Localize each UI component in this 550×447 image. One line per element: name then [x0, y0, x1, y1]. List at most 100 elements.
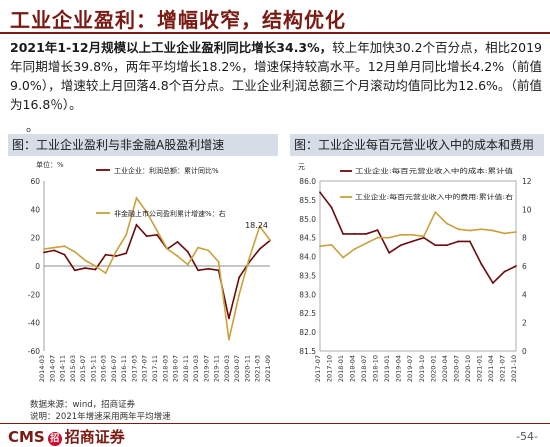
y-tick-label: 0: [35, 262, 40, 271]
y-right-tick-label: 10: [522, 205, 532, 214]
data-point: [73, 269, 76, 272]
x-tick-label: 2017-07: [141, 355, 149, 382]
y-left-tick-label: 85.0: [299, 215, 316, 224]
y-tick-label: 60: [30, 177, 40, 186]
x-tick-label: 2019-03: [192, 355, 200, 382]
y-tick-label: -40: [28, 319, 40, 328]
y-right-tick-label: 4: [522, 290, 527, 299]
x-tick-label: 2021-09: [264, 355, 272, 382]
data-point: [94, 265, 97, 267]
data-point: [480, 228, 483, 231]
data-point: [145, 235, 148, 238]
x-tick-label: 2016-11: [120, 355, 128, 382]
data-point: [457, 228, 460, 231]
data-point: [457, 240, 460, 243]
x-tick-label: 2017-03: [130, 355, 138, 382]
data-point: [156, 233, 158, 236]
legend-label-1: 工业企业：利润总额：累计同比%: [114, 166, 219, 175]
data-point: [480, 263, 483, 266]
brand-mark-icon: 招: [47, 432, 62, 446]
x-tick-label: 2021-01: [475, 355, 483, 382]
x-tick-label: 2018-03: [161, 355, 169, 382]
data-point: [217, 260, 220, 263]
x-tick-label: 2018-10: [372, 355, 380, 382]
y-left-tick-label: 82.0: [299, 328, 316, 337]
y-left-tick-label: 84.0: [299, 253, 316, 262]
unit-label: 元: [298, 163, 305, 171]
data-point: [197, 269, 199, 272]
x-tick-label: 2014-07: [48, 355, 56, 382]
data-point: [269, 239, 271, 242]
series-line-2: [319, 210, 517, 259]
data-point: [411, 240, 414, 243]
x-tick-label: 2020-01: [429, 355, 437, 382]
data-point: [104, 253, 107, 256]
data-point: [492, 282, 494, 284]
data-point: [115, 255, 117, 257]
data-point: [515, 231, 517, 233]
data-point: [94, 268, 97, 271]
y-tick-label: 40: [30, 205, 40, 214]
data-point: [84, 267, 86, 270]
legend-label-1: 工业企业:每百元营业收入中的成本:累计值: [355, 166, 514, 175]
data-point: [342, 232, 344, 235]
title-divider: [0, 32, 550, 34]
summary-highlight: 2021年1-12月规模以上工业企业盈利同比增长34.3%，: [10, 40, 333, 55]
data-point: [434, 244, 437, 247]
bullet-mark: 。: [26, 120, 40, 135]
data-point: [238, 293, 241, 296]
x-tick-label: 2020-10: [464, 355, 472, 382]
data-point: [145, 211, 148, 214]
data-point: [125, 252, 128, 255]
chart-title-left: 图：工业企业盈利与非金融A股盈利增速: [8, 134, 278, 156]
data-point: [353, 232, 356, 235]
data-point: [434, 211, 437, 214]
data-point: [411, 233, 414, 236]
data-point: [43, 248, 45, 250]
cost-expense-chart: 元 86.0 85.5 85.0 84.5 84.0 83.5 83.0 82.5 82.0 81.…: [298, 163, 532, 382]
data-point: [319, 245, 321, 248]
data-point: [115, 250, 117, 253]
x-tick-label: 2015-07: [79, 355, 87, 382]
x-tick-label: 2019-10: [418, 355, 426, 382]
data-point: [376, 229, 379, 232]
data-point: [503, 232, 506, 235]
data-point: [176, 255, 179, 257]
legend-label-2: 非金融上市公司盈利累计增速%：右: [114, 209, 226, 218]
data-point: [445, 222, 448, 225]
brand-logo: CMS 招招商证券: [8, 426, 125, 447]
x-tick-label: 2018-07: [360, 355, 368, 382]
x-tick-label: 2015-03: [69, 355, 77, 382]
x-tick-label: 2016-03: [100, 355, 108, 382]
x-tick-label: 2018-04: [349, 355, 357, 382]
data-point: [197, 246, 199, 249]
x-tick-label: 2020-04: [441, 355, 449, 382]
y-right-tick-label: 0: [522, 347, 527, 356]
data-point: [63, 245, 66, 248]
y-tick-label: 20: [30, 234, 40, 243]
data-point: [166, 248, 169, 250]
series-line-1: [319, 191, 517, 285]
x-tick-label: 2020-07: [233, 355, 241, 382]
data-point: [228, 317, 230, 320]
x-tick-label: 2017-07: [314, 355, 322, 382]
x-tick-label: 2021-03: [254, 355, 262, 382]
y-right-tick-label: 2: [522, 319, 527, 328]
x-tick-label: 2015-11: [89, 355, 97, 382]
data-point: [422, 236, 425, 239]
y-left-tick-label: 82.5: [299, 309, 316, 318]
footer-divider: [0, 423, 550, 424]
data-point: [186, 250, 189, 253]
data-point: [53, 246, 56, 249]
data-point: [365, 232, 368, 235]
data-point: [238, 276, 241, 279]
data-point: [365, 242, 368, 245]
data-point: [258, 248, 261, 250]
x-tick-label: 2020-07: [452, 355, 460, 382]
plot-frame: [319, 180, 517, 352]
data-point: [515, 265, 517, 267]
data-point: [422, 235, 425, 238]
page-number: -54-: [516, 430, 538, 443]
data-point: [492, 229, 494, 232]
